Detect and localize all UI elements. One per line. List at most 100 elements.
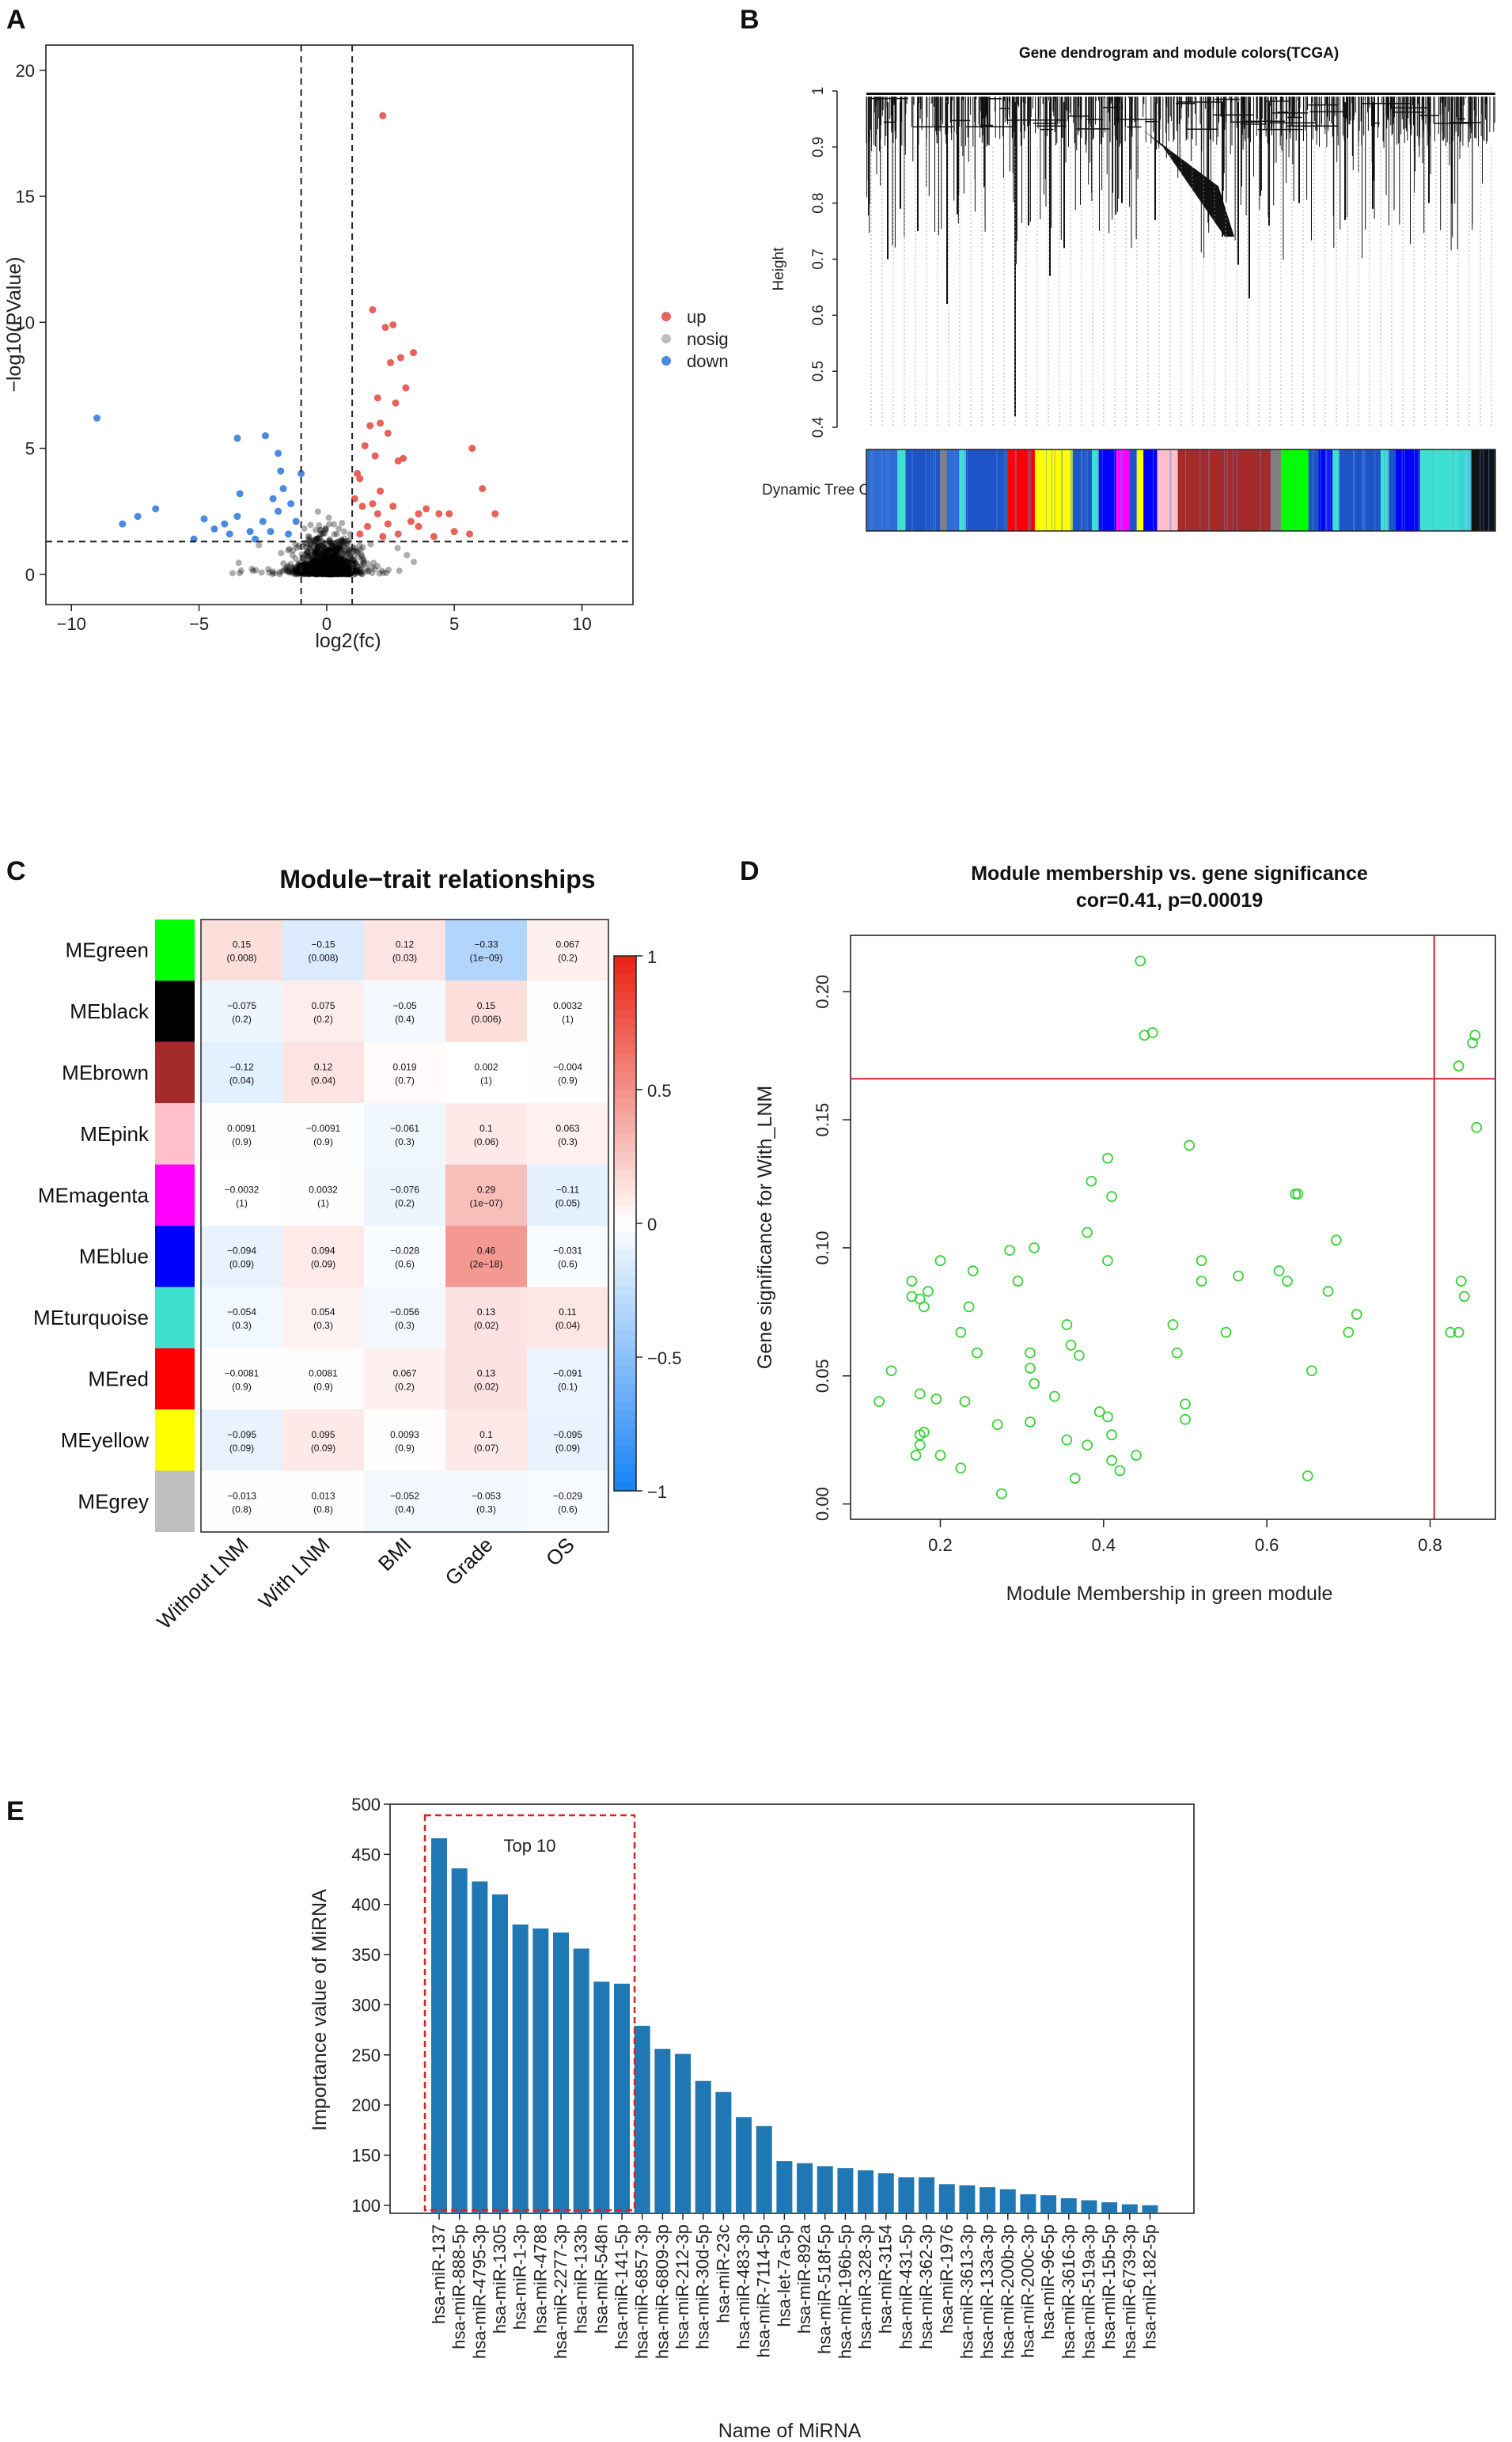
gene-point [1351,1309,1362,1320]
nosig-point [319,570,326,577]
nosig-point [354,548,361,556]
nosig-point [327,569,334,576]
nosig-point [334,568,341,575]
cell-pvalue: (0.2) [395,1197,415,1208]
gene-point [1220,1326,1232,1338]
nosig-point [338,564,345,571]
nosig-point [313,569,320,576]
nosig-point [338,537,345,544]
nosig-point [309,567,316,574]
nosig-point [315,568,322,575]
nosig-point [325,559,332,567]
mirna-tick-label: hsa-miR-182-5p [1139,2224,1159,2349]
nosig-point [320,570,328,577]
gene-point [1330,1234,1342,1246]
dendrogram-deep-branches [887,102,1430,416]
cell-pvalue: (0.9) [395,1443,415,1454]
nosig-point [342,564,349,571]
nosig-point [310,569,317,576]
nosig-point [333,570,340,577]
nosig-point [321,565,328,572]
nosig-point [335,542,342,549]
nosig-point [327,560,334,567]
nosig-point [325,514,332,521]
nosig-point [311,569,318,576]
nosig-point [314,550,321,557]
nosig-point [306,568,313,575]
up-point [430,533,438,540]
nosig-point [338,554,345,561]
cell-correlation: −0.11 [556,1184,580,1195]
nosig-point [333,559,340,567]
nosig-point [305,560,312,567]
cell-correlation: 0.054 [311,1306,335,1318]
nosig-point [332,571,339,578]
nosig-point [311,563,318,571]
nosig-point [344,564,351,571]
gene-point [1061,1434,1073,1446]
nosig-point [352,559,359,567]
mirna-bar [837,2167,854,2213]
mm-gs-points [873,955,1483,1500]
gene-point [1467,1037,1479,1048]
nosig-point [322,569,329,576]
panel-label-b: B [740,5,760,35]
nosig-point [318,570,325,577]
nosig-point [324,563,331,570]
nosig-point [340,568,347,575]
nosig-point [324,569,332,576]
nosig-point [321,563,328,571]
nosig-point [319,559,326,567]
colorbar-segment [614,1357,636,1367]
y-tick-label: 0.00 [813,1487,832,1521]
nosig-point [313,562,320,569]
nosig-point [324,564,332,571]
gene-point [1184,1139,1196,1151]
nosig-point [333,564,340,571]
down-point [225,530,233,538]
nosig-point [325,567,332,574]
nosig-point [316,570,323,577]
gene-point [1029,1378,1040,1390]
nosig-point [292,570,299,577]
nosig-point [322,571,329,578]
nosig-point [329,553,336,560]
nosig-point [339,570,347,577]
nosig-point [324,565,331,572]
nosig-point [331,559,338,567]
nosig-point [307,542,314,549]
nosig-point [323,557,330,564]
colorbar-segment [614,1383,636,1394]
up-point [389,502,397,510]
nosig-point [317,567,324,574]
nosig-point [318,563,325,571]
nosig-point [305,567,313,574]
color-bar-frame [866,449,1496,532]
heatmap-frame [200,919,609,1533]
nosig-point [297,570,305,577]
nosig-point [339,556,346,563]
nosig-point [298,551,305,558]
heatmap-cell [527,1287,608,1348]
cell-pvalue: (0.4) [395,1014,415,1025]
nosig-point [335,569,343,576]
nosig-point [326,563,333,570]
nosig-point [331,555,338,562]
heatmap-cell [364,1103,445,1165]
nosig-point [329,548,336,555]
mirna-bar [858,2170,874,2213]
nosig-point [314,544,321,551]
nosig-point [316,569,324,576]
down-point [292,518,300,525]
colorbar-segment [614,1303,636,1314]
mirna-tick-label: hsa-miR-548n [591,2224,611,2334]
colorbar-segment [614,982,636,992]
nosig-point [310,569,317,576]
panel-label-d: D [740,856,760,886]
nosig-point [315,568,322,575]
mirna-tick-label: hsa-miR-1305 [490,2224,510,2334]
nosig-point [315,567,322,574]
trait-column-label: Without LNM [152,1533,252,1633]
gene-point [885,1365,897,1377]
panel-b: B Gene dendrogram and module colors(TCGA… [740,5,1496,532]
